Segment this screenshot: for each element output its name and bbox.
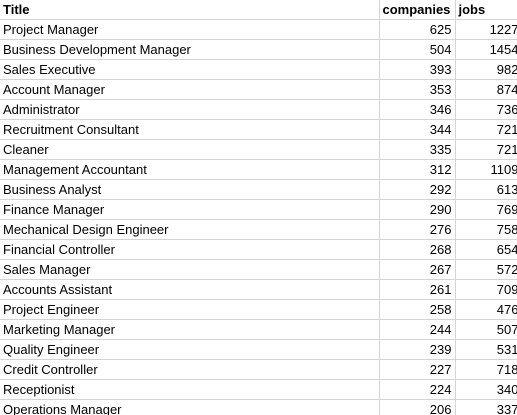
companies-cell[interactable]: 261	[379, 279, 456, 300]
header-cell-companies[interactable]: companies	[379, 0, 456, 20]
companies-cell[interactable]: 292	[379, 179, 456, 200]
title-cell[interactable]: Administrator	[0, 99, 380, 120]
title-cell[interactable]: Business Development Manager	[0, 39, 380, 60]
jobs-cell[interactable]: 654	[455, 239, 517, 260]
header-cell-title[interactable]: Title	[0, 0, 380, 20]
table-row: Receptionist 224 340	[0, 379, 517, 400]
jobs-cell[interactable]: 613	[455, 179, 517, 200]
title-cell[interactable]: Business Analyst	[0, 179, 380, 200]
companies-cell[interactable]: 268	[379, 239, 456, 260]
table-row: Mechanical Design Engineer 276 758	[0, 219, 517, 240]
table-row: Business Development Manager 504 1454	[0, 39, 517, 60]
title-cell[interactable]: Sales Manager	[0, 259, 380, 280]
title-cell[interactable]: Credit Controller	[0, 359, 380, 380]
title-cell[interactable]: Financial Controller	[0, 239, 380, 260]
companies-cell[interactable]: 393	[379, 59, 456, 80]
title-cell[interactable]: Finance Manager	[0, 199, 380, 220]
table-row: Recruitment Consultant 344 721	[0, 119, 517, 140]
companies-cell[interactable]: 244	[379, 319, 456, 340]
companies-cell[interactable]: 206	[379, 399, 456, 415]
jobs-cell[interactable]: 758	[455, 219, 517, 240]
jobs-cell[interactable]: 1454	[455, 39, 517, 60]
jobs-cell[interactable]: 531	[455, 339, 517, 360]
companies-cell[interactable]: 267	[379, 259, 456, 280]
jobs-cell[interactable]: 721	[455, 139, 517, 160]
companies-cell[interactable]: 346	[379, 99, 456, 120]
companies-cell[interactable]: 312	[379, 159, 456, 180]
title-cell[interactable]: Management Accountant	[0, 159, 380, 180]
header-row: Title companies jobs	[0, 0, 517, 20]
jobs-cell[interactable]: 476	[455, 299, 517, 320]
table-row: Financial Controller 268 654	[0, 239, 517, 260]
jobs-cell[interactable]: 1109	[455, 159, 517, 180]
title-cell[interactable]: Quality Engineer	[0, 339, 380, 360]
table-row: Project Engineer 258 476	[0, 299, 517, 320]
companies-cell[interactable]: 353	[379, 79, 456, 100]
companies-cell[interactable]: 224	[379, 379, 456, 400]
jobs-cell[interactable]: 340	[455, 379, 517, 400]
table-row: Account Manager 353 874	[0, 79, 517, 100]
jobs-cell[interactable]: 736	[455, 99, 517, 120]
companies-cell[interactable]: 239	[379, 339, 456, 360]
title-cell[interactable]: Sales Executive	[0, 59, 380, 80]
jobs-cell[interactable]: 1227	[455, 19, 517, 40]
table-row: Sales Executive 393 982	[0, 59, 517, 80]
companies-cell[interactable]: 335	[379, 139, 456, 160]
jobs-cell[interactable]: 709	[455, 279, 517, 300]
table-row: Accounts Assistant 261 709	[0, 279, 517, 300]
jobs-cell[interactable]: 874	[455, 79, 517, 100]
header-cell-jobs[interactable]: jobs	[455, 0, 517, 20]
companies-cell[interactable]: 625	[379, 19, 456, 40]
jobs-cell[interactable]: 721	[455, 119, 517, 140]
table-row: Management Accountant 312 1109	[0, 159, 517, 180]
title-cell[interactable]: Mechanical Design Engineer	[0, 219, 380, 240]
title-cell[interactable]: Account Manager	[0, 79, 380, 100]
table-row: Sales Manager 267 572	[0, 259, 517, 280]
title-cell[interactable]: Cleaner	[0, 139, 380, 160]
table-row: Administrator 346 736	[0, 99, 517, 120]
title-cell[interactable]: Operations Manager	[0, 399, 380, 415]
table-row: Credit Controller 227 718	[0, 359, 517, 380]
title-cell[interactable]: Accounts Assistant	[0, 279, 380, 300]
table-row: Cleaner 335 721	[0, 139, 517, 160]
table-row: Marketing Manager 244 507	[0, 319, 517, 340]
companies-cell[interactable]: 258	[379, 299, 456, 320]
table-row: Operations Manager 206 337	[0, 399, 517, 415]
title-cell[interactable]: Recruitment Consultant	[0, 119, 380, 140]
table-row: Finance Manager 290 769	[0, 199, 517, 220]
companies-cell[interactable]: 344	[379, 119, 456, 140]
companies-cell[interactable]: 227	[379, 359, 456, 380]
companies-cell[interactable]: 290	[379, 199, 456, 220]
companies-cell[interactable]: 504	[379, 39, 456, 60]
jobs-cell[interactable]: 337	[455, 399, 517, 415]
table-row: Project Manager 625 1227	[0, 19, 517, 40]
companies-cell[interactable]: 276	[379, 219, 456, 240]
jobs-cell[interactable]: 507	[455, 319, 517, 340]
table-row: Quality Engineer 239 531	[0, 339, 517, 360]
title-cell[interactable]: Marketing Manager	[0, 319, 380, 340]
table-row: Business Analyst 292 613	[0, 179, 517, 200]
jobs-cell[interactable]: 769	[455, 199, 517, 220]
jobs-cell[interactable]: 982	[455, 59, 517, 80]
title-cell[interactable]: Receptionist	[0, 379, 380, 400]
title-cell[interactable]: Project Manager	[0, 19, 380, 40]
title-cell[interactable]: Project Engineer	[0, 299, 380, 320]
jobs-cell[interactable]: 572	[455, 259, 517, 280]
jobs-cell[interactable]: 718	[455, 359, 517, 380]
